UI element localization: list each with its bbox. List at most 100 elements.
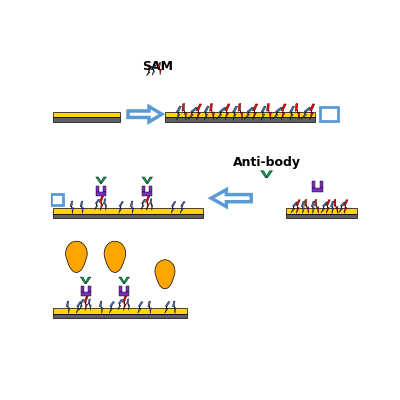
Bar (96, 192, 106, 196)
Polygon shape (171, 202, 176, 213)
Bar (165, 112, 315, 117)
Polygon shape (119, 277, 125, 284)
Polygon shape (126, 299, 130, 310)
Bar (88, 286, 91, 292)
Polygon shape (165, 302, 170, 313)
Bar (119, 292, 129, 296)
Polygon shape (100, 177, 106, 183)
Polygon shape (88, 299, 91, 310)
Polygon shape (150, 199, 153, 210)
Polygon shape (122, 296, 127, 310)
Polygon shape (182, 103, 186, 120)
Text: SAM: SAM (142, 60, 173, 72)
Bar (52, 208, 203, 214)
Polygon shape (119, 202, 124, 213)
Polygon shape (95, 199, 100, 210)
Polygon shape (138, 302, 143, 313)
Polygon shape (142, 177, 148, 183)
Polygon shape (211, 190, 251, 207)
Polygon shape (141, 199, 146, 210)
Polygon shape (176, 106, 181, 120)
Polygon shape (309, 104, 315, 120)
Polygon shape (225, 104, 230, 120)
Polygon shape (301, 107, 311, 119)
Polygon shape (252, 104, 258, 120)
Polygon shape (99, 196, 104, 210)
Polygon shape (104, 199, 107, 210)
Polygon shape (261, 106, 266, 120)
Polygon shape (311, 201, 314, 214)
Polygon shape (301, 201, 304, 214)
Bar (126, 286, 129, 292)
Polygon shape (315, 199, 319, 213)
Polygon shape (266, 171, 272, 178)
Bar (286, 214, 357, 218)
Bar (165, 117, 315, 122)
Polygon shape (84, 296, 88, 310)
Bar (103, 186, 106, 192)
Polygon shape (158, 62, 161, 75)
Polygon shape (321, 202, 328, 213)
Polygon shape (152, 65, 156, 76)
Bar (119, 286, 122, 292)
Polygon shape (172, 301, 176, 314)
Bar (312, 181, 315, 188)
Polygon shape (296, 200, 300, 214)
Polygon shape (339, 202, 346, 213)
Polygon shape (109, 302, 114, 313)
Polygon shape (104, 241, 126, 272)
Bar (320, 181, 323, 188)
Polygon shape (216, 107, 226, 119)
Polygon shape (305, 199, 309, 213)
Polygon shape (80, 201, 84, 214)
Polygon shape (85, 277, 91, 284)
Bar (142, 192, 152, 196)
Bar (80, 292, 91, 296)
Polygon shape (238, 103, 243, 120)
Polygon shape (96, 177, 102, 183)
Polygon shape (295, 103, 300, 120)
Polygon shape (232, 106, 238, 120)
Polygon shape (326, 200, 330, 214)
Polygon shape (79, 299, 84, 310)
Bar (142, 186, 145, 192)
Polygon shape (188, 107, 198, 119)
Bar (80, 286, 84, 292)
Polygon shape (344, 200, 348, 214)
Polygon shape (267, 103, 271, 120)
Polygon shape (99, 301, 103, 314)
Polygon shape (204, 106, 209, 120)
Polygon shape (66, 301, 70, 314)
Polygon shape (290, 106, 294, 120)
Polygon shape (148, 301, 151, 314)
Polygon shape (66, 241, 87, 272)
Polygon shape (291, 202, 298, 213)
Polygon shape (261, 171, 268, 178)
Polygon shape (180, 202, 185, 213)
Bar (320, 107, 338, 121)
Polygon shape (281, 104, 286, 120)
Polygon shape (118, 299, 123, 310)
Bar (312, 188, 323, 192)
Bar (52, 314, 187, 318)
Polygon shape (128, 106, 162, 122)
Bar (52, 112, 120, 117)
Polygon shape (210, 103, 214, 120)
Bar (52, 308, 187, 314)
Bar (149, 186, 152, 192)
Text: Anti-body: Anti-body (233, 156, 301, 169)
Polygon shape (130, 201, 134, 214)
Bar (96, 186, 99, 192)
Bar (286, 208, 357, 214)
Polygon shape (123, 277, 130, 284)
Polygon shape (330, 201, 334, 214)
Polygon shape (76, 302, 81, 313)
Polygon shape (146, 66, 152, 76)
Polygon shape (244, 107, 254, 119)
Polygon shape (70, 201, 74, 214)
Bar (52, 214, 203, 218)
Bar (51, 194, 63, 205)
Polygon shape (272, 107, 282, 119)
Polygon shape (196, 104, 202, 120)
Polygon shape (80, 277, 86, 284)
